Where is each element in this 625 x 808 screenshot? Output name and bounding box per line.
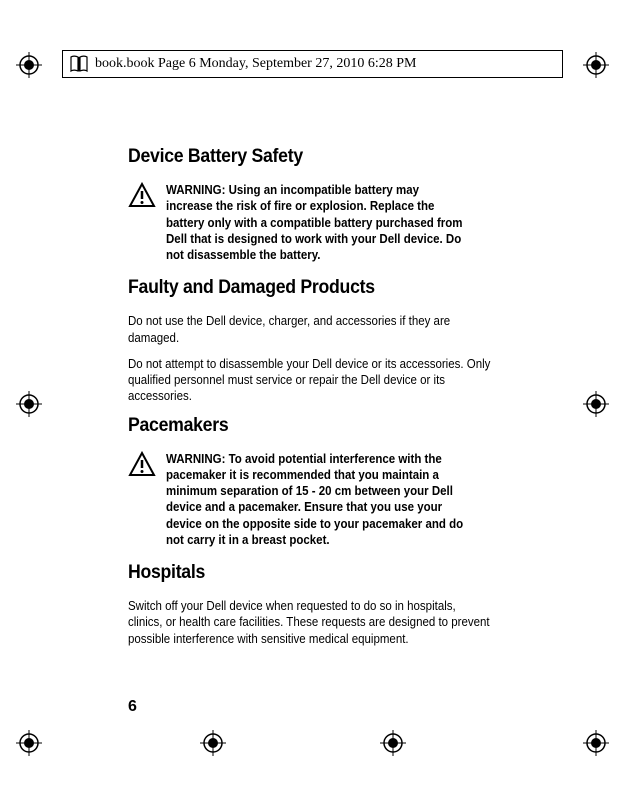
crop-mark-icon [200,730,226,756]
page-content: Device Battery Safety WARNING: Using an … [128,140,495,657]
header-text: book.book Page 6 Monday, September 27, 2… [95,56,416,72]
heading-hospitals: Hospitals [128,562,469,584]
paragraph: Switch off your Dell device when request… [128,598,493,647]
crop-mark-icon [583,730,609,756]
warning-icon [128,182,156,263]
paragraph: Do not use the Dell device, charger, and… [128,313,493,346]
heading-pacemakers: Pacemakers [128,415,469,437]
book-icon [69,54,89,74]
warning-body: To avoid potential interference with the… [166,452,463,547]
warning-pacemakers: WARNING: To avoid potential interference… [128,451,495,549]
heading-battery-safety: Device Battery Safety [128,146,469,168]
crop-mark-icon [583,52,609,78]
crop-mark-icon [16,391,42,417]
crop-mark-icon [16,52,42,78]
crop-mark-icon [583,391,609,417]
crop-mark-icon [380,730,406,756]
warning-label: WARNING: [166,452,225,466]
crop-mark-icon [16,730,42,756]
paragraph: Do not attempt to disassemble your Dell … [128,356,493,405]
warning-icon [128,451,156,549]
heading-faulty-products: Faulty and Damaged Products [128,277,469,299]
warning-text: WARNING: Using an incompatible battery m… [166,182,469,263]
page-number: 6 [128,698,137,716]
warning-battery: WARNING: Using an incompatible battery m… [128,182,495,263]
warning-label: WARNING: [166,183,225,197]
warning-text: WARNING: To avoid potential interference… [166,451,469,549]
header-bar: book.book Page 6 Monday, September 27, 2… [62,50,563,78]
